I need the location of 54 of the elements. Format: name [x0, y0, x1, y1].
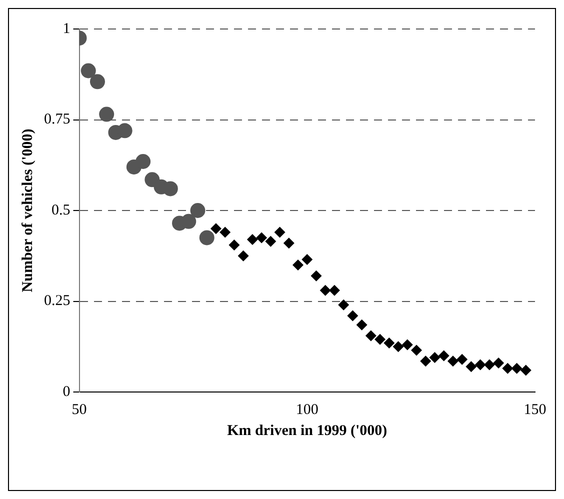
point	[80, 63, 96, 78]
point	[265, 236, 276, 247]
point	[246, 234, 258, 246]
y-tick-label: 0.25	[44, 293, 70, 310]
point	[347, 310, 358, 322]
point	[302, 254, 313, 266]
point	[384, 337, 395, 348]
point	[274, 226, 286, 238]
point	[283, 238, 294, 249]
y-tick-label: 0	[62, 384, 70, 400]
point	[411, 344, 422, 356]
point	[181, 214, 196, 229]
x-axis-title: Km driven in 1999 ('000)	[227, 422, 388, 439]
point	[474, 359, 486, 370]
point	[511, 362, 522, 374]
point	[117, 123, 132, 138]
point	[310, 270, 322, 282]
x-tick-label: 50	[72, 402, 87, 418]
point	[374, 334, 386, 345]
point	[520, 364, 532, 376]
y-axis-title: Number of vehicles ('000)	[20, 128, 36, 292]
point	[136, 154, 151, 169]
point	[493, 357, 504, 368]
point	[210, 223, 222, 234]
point	[447, 356, 458, 367]
point	[320, 284, 331, 296]
point	[220, 226, 231, 238]
point	[90, 74, 105, 90]
point	[356, 319, 368, 330]
point	[338, 299, 350, 310]
point	[162, 181, 178, 196]
point	[228, 239, 240, 250]
point	[402, 339, 413, 350]
point	[190, 203, 206, 218]
point	[256, 232, 268, 244]
point	[199, 230, 214, 246]
point	[392, 341, 404, 352]
point	[502, 362, 514, 374]
point	[484, 359, 495, 370]
point	[429, 352, 440, 364]
point	[292, 259, 304, 270]
point	[365, 330, 376, 342]
point	[456, 354, 468, 365]
point	[438, 350, 450, 362]
y-tick-label: 0.75	[44, 112, 70, 128]
point	[466, 361, 477, 372]
x-tick-label: 150	[524, 402, 546, 418]
x-tick-label: 100	[296, 402, 318, 418]
point	[238, 250, 249, 262]
y-tick-label: 1	[62, 20, 70, 37]
y-tick-label: 0.5	[52, 202, 70, 218]
point	[420, 356, 432, 367]
point	[328, 284, 340, 296]
point	[99, 106, 114, 122]
